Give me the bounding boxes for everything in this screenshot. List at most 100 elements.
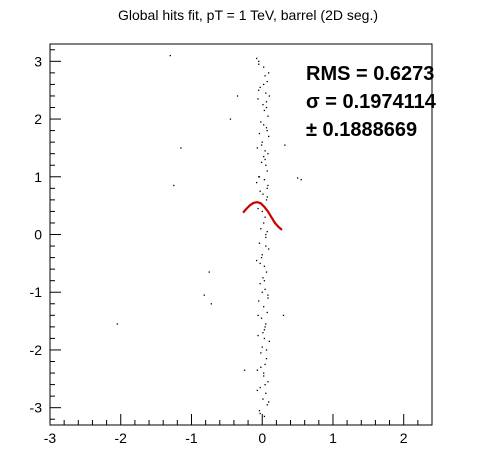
data-point [259, 86, 261, 88]
data-point [265, 199, 268, 201]
data-point [260, 352, 262, 354]
data-point [268, 95, 270, 97]
data-point [284, 144, 286, 146]
data-points [116, 54, 302, 418]
data-point [282, 314, 285, 317]
data-point [256, 389, 258, 392]
data-point [262, 193, 264, 195]
data-point [262, 104, 264, 106]
data-point [266, 170, 268, 172]
y-tick-label: -3 [30, 400, 43, 416]
data-point [263, 375, 265, 377]
stats-sigma: σ = 0.1974114 [306, 91, 436, 113]
data-point [208, 271, 210, 273]
data-point [264, 158, 266, 161]
data-point [265, 236, 267, 239]
data-point [259, 262, 261, 265]
x-tick-label: -3 [44, 430, 57, 446]
fit-line [242, 201, 283, 231]
data-point [263, 280, 266, 282]
data-point [259, 412, 261, 415]
data-point [210, 303, 212, 305]
data-point [263, 83, 265, 86]
data-point [263, 265, 266, 267]
data-point [267, 248, 270, 250]
data-point [243, 369, 246, 371]
data-point [265, 106, 268, 109]
y-tick-label: 3 [34, 53, 42, 69]
data-point [236, 95, 239, 97]
data-point [258, 409, 261, 412]
data-point [264, 326, 266, 328]
data-point [260, 366, 262, 368]
y-tick-label: -2 [30, 342, 43, 358]
data-point [180, 147, 182, 149]
data-point [265, 358, 268, 360]
data-point [256, 369, 258, 371]
data-point [263, 306, 265, 308]
data-point [263, 372, 265, 374]
data-point [267, 381, 269, 383]
y-tick-label: 2 [34, 111, 42, 127]
data-point [263, 337, 266, 340]
data-point [258, 176, 261, 178]
data-point [203, 294, 205, 296]
data-point [255, 181, 258, 184]
x-tick-label: -1 [185, 430, 198, 446]
tick-labels: -3 -2 -1 0 1 2 -3 -2 -1 0 1 2 3 [30, 53, 408, 446]
data-point [258, 242, 261, 244]
data-point [263, 109, 266, 112]
data-point [265, 101, 268, 103]
axis-ticks [49, 49, 433, 425]
data-point [259, 386, 261, 389]
data-point [263, 222, 265, 224]
data-point [263, 155, 265, 158]
data-point [268, 340, 270, 342]
data-point [258, 89, 260, 91]
data-point [260, 228, 262, 230]
data-point [265, 233, 267, 236]
data-point [266, 129, 268, 132]
data-point [116, 323, 118, 325]
stats-box: RMS = 0.6273 σ = 0.1974114 ± 0.1888669 [306, 60, 436, 144]
data-point [258, 300, 260, 302]
data-point [259, 190, 261, 192]
data-point [267, 135, 270, 138]
stats-rms: RMS = 0.6273 [306, 63, 435, 85]
x-tick-label: -2 [115, 430, 128, 446]
data-point [266, 231, 268, 233]
data-point [267, 297, 269, 299]
data-point [262, 398, 264, 400]
data-point [261, 291, 263, 293]
data-point [264, 363, 266, 366]
y-tick-label: -1 [30, 284, 43, 300]
data-point [260, 144, 263, 146]
data-point [229, 118, 232, 120]
data-point [263, 66, 265, 68]
data-point [262, 277, 264, 279]
data-point [267, 184, 269, 187]
data-point [260, 121, 262, 123]
data-point [256, 147, 258, 149]
data-point [257, 207, 259, 210]
data-point [265, 127, 268, 129]
data-point [258, 63, 260, 65]
data-point [265, 271, 268, 273]
data-point [263, 124, 265, 126]
data-point [300, 179, 302, 181]
data-point [265, 245, 267, 247]
data-point [258, 132, 261, 135]
data-point [266, 196, 268, 198]
data-point [260, 317, 263, 319]
fit-curve [242, 201, 283, 231]
data-point [264, 150, 266, 152]
data-point [260, 161, 263, 164]
x-tick-label: 1 [329, 430, 337, 446]
data-point [257, 334, 259, 337]
y-tick-label: 0 [34, 227, 42, 243]
data-point [261, 141, 263, 143]
data-point [267, 72, 270, 74]
data-point [169, 54, 171, 57]
chart-title: Global hits fit, pT = 1 TeV, barrel (2D … [117, 7, 379, 23]
data-point [259, 282, 261, 285]
